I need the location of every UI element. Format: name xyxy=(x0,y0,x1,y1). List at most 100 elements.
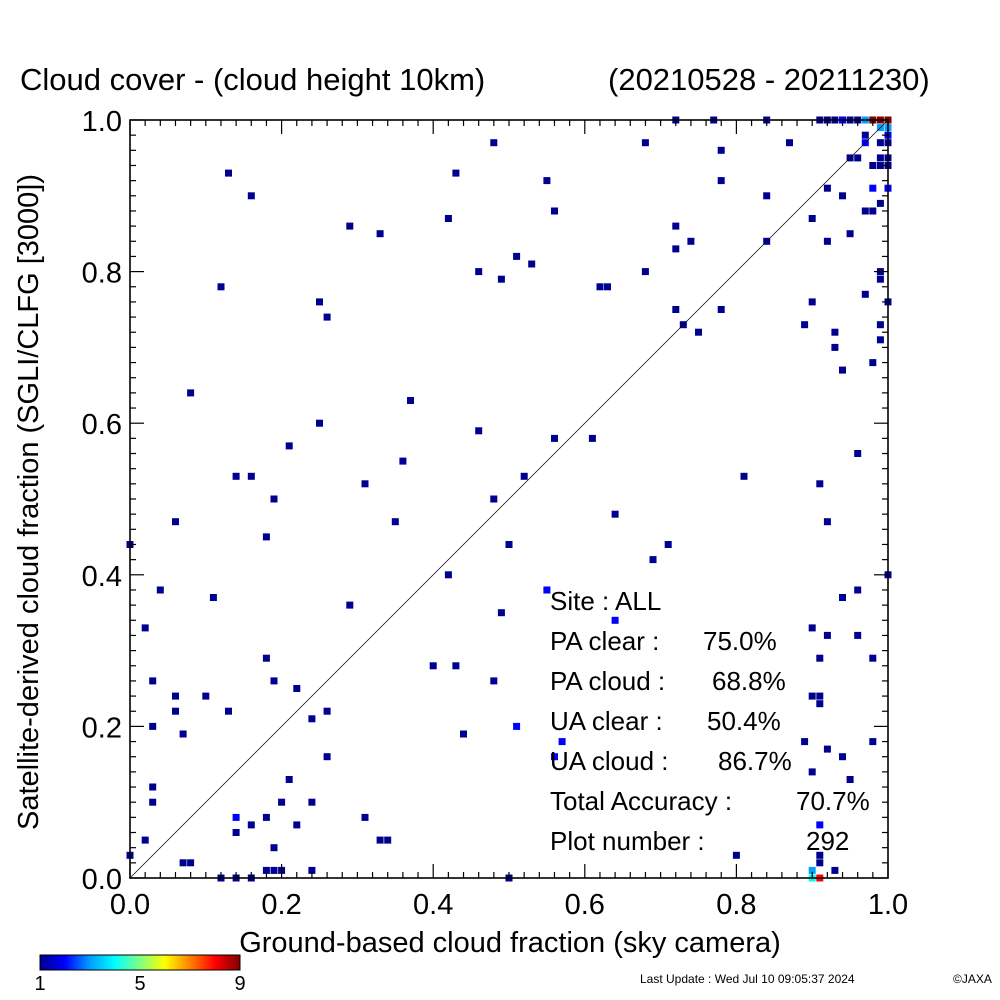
data-point xyxy=(596,283,604,291)
data-point xyxy=(209,594,217,601)
stats-value: 86.7% xyxy=(718,746,792,776)
data-point xyxy=(869,359,877,367)
data-point xyxy=(376,230,384,238)
data-point xyxy=(801,321,809,329)
data-point xyxy=(551,753,558,761)
data-point xyxy=(316,419,323,427)
data-point xyxy=(399,457,407,465)
data-point xyxy=(247,472,255,480)
data-point xyxy=(361,813,369,821)
data-point xyxy=(816,859,824,867)
data-point xyxy=(786,139,793,147)
data-point xyxy=(490,495,498,503)
data-point xyxy=(475,268,483,276)
data-point xyxy=(831,343,839,351)
stats-label: Site : ALL xyxy=(550,586,661,616)
data-point xyxy=(232,829,240,836)
data-point xyxy=(141,836,149,844)
data-point xyxy=(854,631,862,639)
data-point xyxy=(551,207,558,215)
data-point xyxy=(687,237,695,245)
data-point xyxy=(876,199,884,207)
data-point xyxy=(861,207,869,215)
data-point xyxy=(869,654,877,662)
data-point xyxy=(846,230,854,238)
data-point xyxy=(262,813,270,821)
stats-value: 68.8% xyxy=(712,666,786,696)
data-point xyxy=(179,859,187,867)
data-point xyxy=(869,207,877,215)
data-point xyxy=(717,177,725,185)
stats-label: Total Accuracy : xyxy=(550,786,732,816)
data-point xyxy=(876,336,884,344)
data-point xyxy=(808,692,816,700)
data-point xyxy=(513,252,521,260)
data-point xyxy=(475,427,483,435)
data-point xyxy=(232,813,240,821)
data-point xyxy=(202,692,210,700)
data-point xyxy=(308,866,316,874)
data-point xyxy=(876,321,884,329)
data-point xyxy=(156,586,164,594)
data-point xyxy=(490,677,498,685)
data-point xyxy=(816,692,824,700)
data-point xyxy=(823,518,831,526)
stats-value: 292 xyxy=(806,826,849,856)
data-point xyxy=(641,268,649,276)
data-point xyxy=(543,177,551,185)
data-point xyxy=(520,472,528,480)
data-point xyxy=(452,169,460,177)
data-point xyxy=(876,154,884,162)
data-point xyxy=(611,616,619,624)
y-axis-label: Satellite-derived cloud fraction (SGLI/C… xyxy=(13,174,45,830)
data-point xyxy=(558,738,566,746)
y-tick-label: 0.6 xyxy=(82,409,122,441)
data-point xyxy=(876,162,884,169)
data-point xyxy=(293,821,301,829)
data-point xyxy=(278,798,286,806)
data-point xyxy=(270,866,278,874)
colorbar-gradient xyxy=(39,954,241,971)
x-axis-label: Ground-based cloud fraction (sky camera) xyxy=(239,927,781,959)
x-tick-label: 0.4 xyxy=(413,889,453,921)
data-point xyxy=(641,139,649,147)
data-point xyxy=(823,237,831,245)
data-point xyxy=(187,859,195,867)
data-point xyxy=(149,798,157,806)
data-point xyxy=(452,662,460,670)
stats-value: 75.0% xyxy=(703,626,777,656)
axis-ticks xyxy=(129,119,889,879)
data-point xyxy=(270,844,278,852)
data-point xyxy=(497,609,505,617)
x-tick-label: 0.0 xyxy=(110,889,150,921)
data-point xyxy=(361,480,369,488)
stats-label: UA clear : xyxy=(550,706,663,736)
data-point xyxy=(149,783,157,791)
data-point xyxy=(376,836,384,844)
y-tick-label: 0.2 xyxy=(82,712,122,744)
colorbar-tick-label: 1 xyxy=(34,973,45,995)
data-point xyxy=(808,215,816,222)
y-tick-label: 0.8 xyxy=(82,258,122,290)
data-point xyxy=(407,397,414,404)
chart-date-range: (20210528 - 20211230) xyxy=(608,62,930,97)
data-point xyxy=(801,738,809,746)
data-point xyxy=(172,692,179,700)
last-update-text: Last Update : Wed Jul 10 09:05:37 2024 xyxy=(640,972,855,986)
stats-label: PA clear : xyxy=(550,626,659,656)
data-point xyxy=(854,450,862,457)
reference-line xyxy=(129,119,889,879)
data-point xyxy=(141,624,149,632)
data-point xyxy=(323,313,331,321)
data-point xyxy=(270,677,278,685)
data-point xyxy=(179,730,187,738)
data-point xyxy=(346,601,354,609)
colorbar-tick-label: 5 xyxy=(134,973,145,995)
data-point xyxy=(323,753,331,761)
data-point xyxy=(497,275,505,283)
data-point xyxy=(149,722,157,730)
colorbar: 1 5 9 xyxy=(34,954,246,995)
data-point xyxy=(846,776,854,783)
data-point xyxy=(172,518,179,526)
